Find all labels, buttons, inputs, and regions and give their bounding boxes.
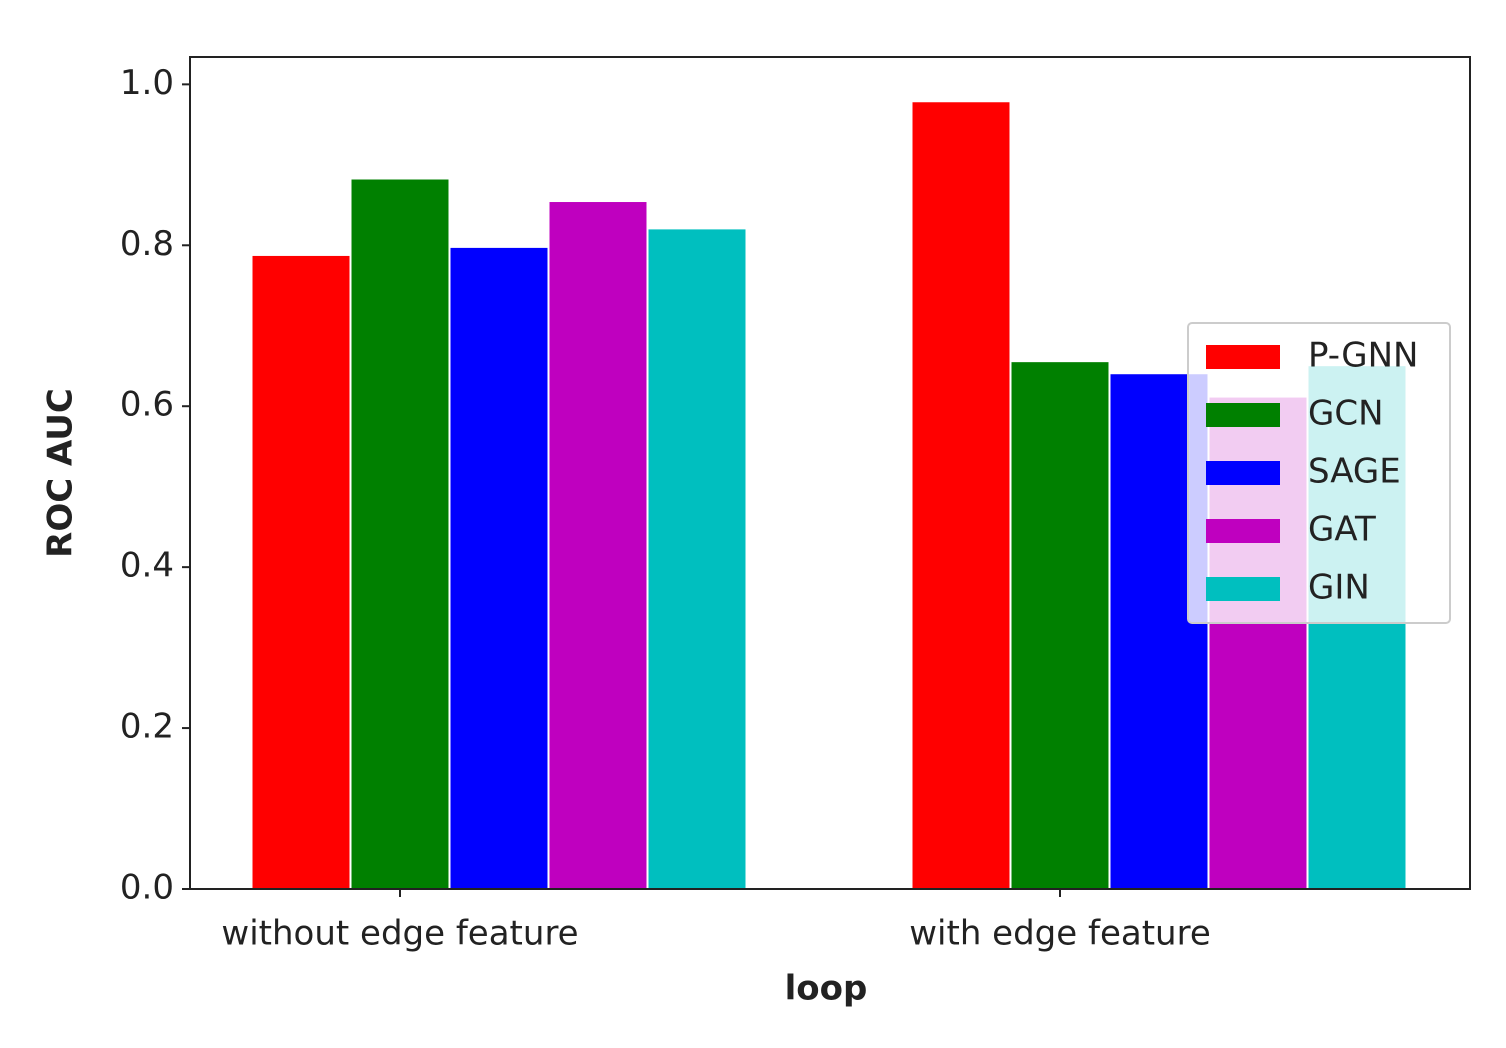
- legend: P-GNN GCN SAGE GAT GIN: [1187, 322, 1451, 624]
- plot-frame: [189, 56, 1471, 890]
- y-tick-label: 0.6: [120, 385, 174, 425]
- y-tick-label: 0.0: [120, 868, 174, 908]
- bar: [910, 100, 1012, 891]
- legend-swatch: [1206, 577, 1280, 601]
- legend-label: GIN: [1308, 568, 1370, 608]
- bar: [250, 253, 352, 891]
- bar: [547, 200, 649, 890]
- bar: [349, 177, 451, 890]
- legend-label: P-GNN: [1308, 336, 1418, 376]
- legend-swatch: [1206, 403, 1280, 427]
- legend-label: SAGE: [1308, 452, 1401, 492]
- x-tick-label: without edge feature: [221, 914, 578, 954]
- bar: [646, 227, 748, 890]
- y-axis-label: ROC AUC: [41, 388, 81, 558]
- x-tick-label: with edge feature: [909, 914, 1211, 954]
- legend-label: GCN: [1308, 394, 1384, 434]
- legend-swatch: [1206, 345, 1280, 369]
- y-tick-label: 0.8: [120, 224, 174, 264]
- y-tick-label: 1.0: [120, 63, 174, 103]
- legend-box: [1187, 322, 1451, 624]
- bar: [448, 245, 550, 890]
- bar: [1009, 360, 1111, 890]
- legend-label: GAT: [1308, 510, 1376, 550]
- y-tick-label: 0.2: [120, 707, 174, 747]
- legend-swatch: [1206, 519, 1280, 543]
- legend-swatch: [1206, 461, 1280, 485]
- y-tick-label: 0.4: [120, 546, 174, 586]
- x-axis-label: loop: [785, 969, 868, 1009]
